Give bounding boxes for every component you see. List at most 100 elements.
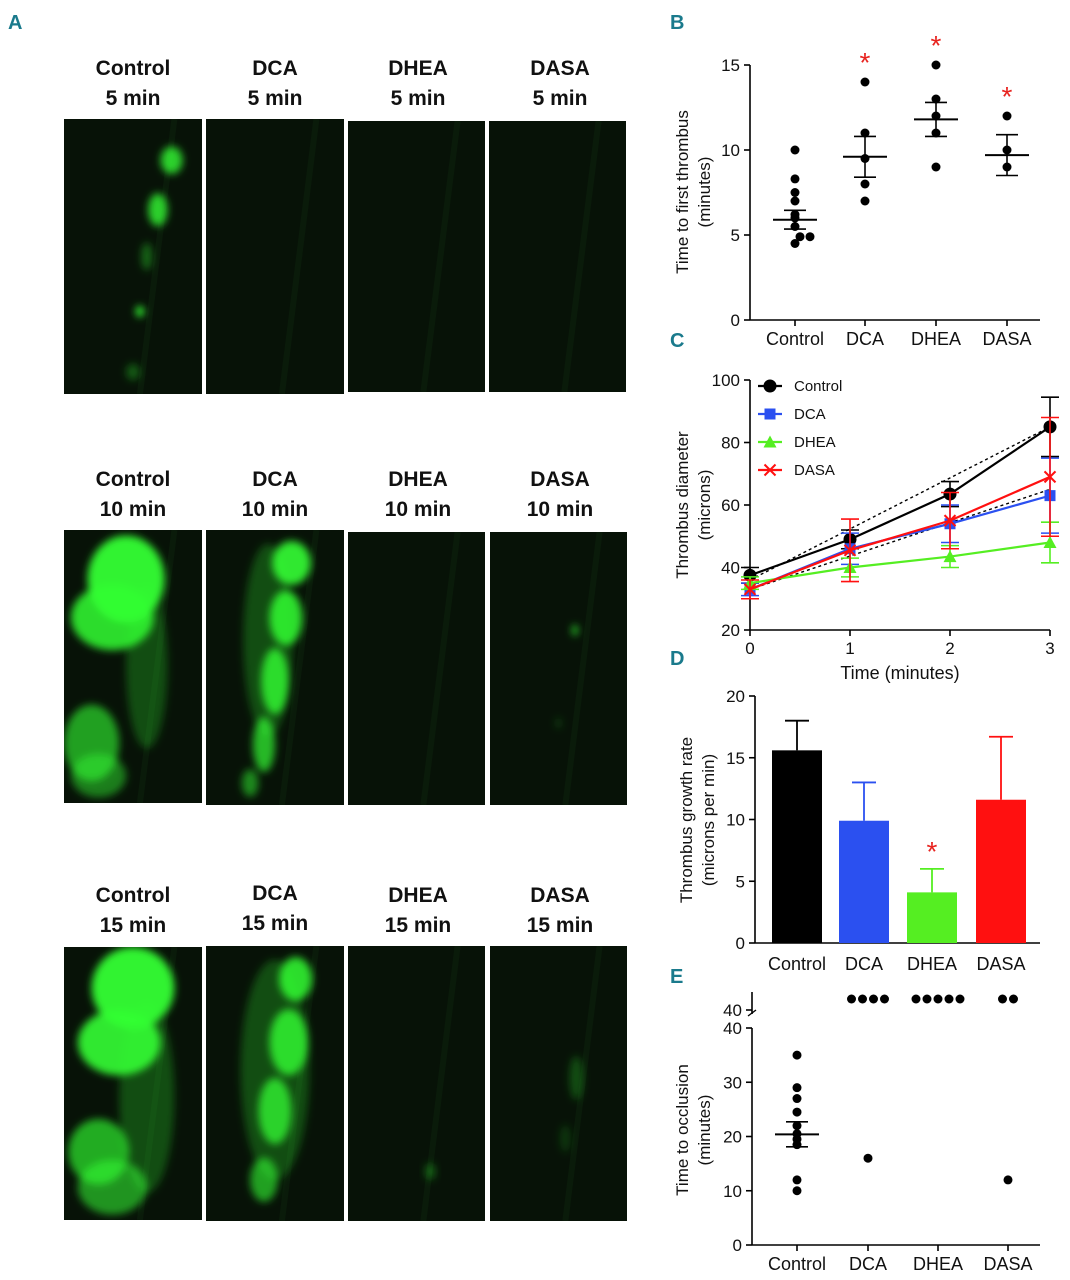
x-tick-label: DCA	[845, 954, 883, 974]
data-point	[792, 1083, 802, 1093]
micrograph-canvas	[64, 530, 202, 803]
vessel-streak	[420, 532, 461, 805]
significance-star: *	[927, 836, 938, 867]
micrograph-label-group: DHEA	[388, 468, 448, 491]
fluorescent-thrombus	[119, 1001, 175, 1193]
micrograph-label-time: 10 min	[526, 498, 594, 521]
micrograph-label-time: 5 min	[247, 87, 303, 110]
micrograph-image	[489, 121, 626, 392]
fluorescent-thrombus	[126, 363, 140, 381]
micrograph-background	[348, 946, 485, 1221]
data-point	[931, 94, 941, 104]
bar	[839, 820, 889, 943]
micrograph-image	[64, 119, 202, 394]
micrograph-label: DCA 15 min	[205, 879, 345, 939]
micrograph-label: DHEA 5 min	[348, 54, 488, 114]
panel-letter-c: C	[670, 330, 685, 352]
micrograph-canvas	[348, 532, 485, 805]
y-axis-label: Time to occlusion	[673, 1064, 692, 1196]
fluorescence-group	[424, 1163, 436, 1180]
x-axis-label: Time (minutes)	[840, 663, 959, 683]
micrograph-label-group: DCA	[252, 57, 298, 80]
marker-triangle	[943, 550, 957, 563]
series-line	[749, 475, 1051, 591]
axis-break-mark	[747, 1009, 757, 1017]
x-tick-label: DCA	[846, 329, 884, 349]
x-tick-label: 2	[945, 639, 954, 658]
micrograph-canvas	[348, 121, 485, 392]
micrograph-label-time: 10 min	[384, 498, 452, 521]
series-dhea	[741, 521, 1059, 591]
marker-x	[843, 544, 857, 557]
fluorescent-thrombus	[569, 1056, 584, 1100]
series-line	[749, 425, 1051, 577]
micrograph-background	[490, 532, 627, 805]
micrograph-image	[206, 119, 344, 394]
y-tick-label: 30	[723, 1073, 742, 1092]
fluorescent-thrombus	[240, 959, 310, 1180]
micrograph-background	[490, 946, 627, 1221]
micrograph-canvas	[64, 119, 202, 394]
series-control	[741, 396, 1059, 584]
fluorescent-thrombus	[148, 193, 168, 227]
legend-label: DASA	[794, 462, 835, 479]
panel-letter-e: E	[670, 966, 684, 988]
not-occluded-point	[911, 994, 921, 1004]
data-point	[790, 188, 800, 197]
not-occluded-point	[869, 994, 878, 1004]
marker-circle	[763, 379, 777, 393]
significance-star: *	[860, 47, 871, 78]
x-tick-label: DHEA	[913, 1254, 963, 1274]
fluorescence-group	[559, 1056, 584, 1153]
legend-label: Control	[794, 378, 842, 395]
significance-star: *	[1002, 81, 1013, 112]
micrograph-label: DASA 15 min	[490, 881, 630, 941]
y-tick-label: 40	[723, 1019, 742, 1038]
y-axis-label: (microns)	[695, 470, 714, 541]
x-tick-label: DHEA	[911, 329, 961, 349]
chart-b: 0 5 10 15 Time to first thrombus (minutes) Con…	[673, 30, 1040, 349]
x-tick-label: DASA	[976, 954, 1025, 974]
not-occluded-point	[1009, 994, 1018, 1004]
fluorescent-thrombus	[141, 242, 153, 271]
data-point	[860, 196, 870, 206]
fluorescence-group	[240, 957, 313, 1202]
micrograph-image	[490, 532, 627, 805]
micrograph-image	[490, 946, 627, 1221]
micrograph-canvas	[490, 532, 627, 805]
bar	[907, 892, 957, 943]
fluorescence-group	[555, 624, 578, 729]
chart-d: 0 5 10 15 20 Thrombus growth rate (microns per…	[677, 687, 1040, 974]
micrograph-background	[489, 121, 626, 392]
y-tick-label: 10	[726, 811, 745, 830]
micrograph-background	[348, 121, 485, 392]
y-tick-label: 40	[721, 559, 740, 578]
micrograph-image	[348, 946, 485, 1221]
y-axis-label: Time to first thrombus	[673, 110, 692, 274]
y-tick-label: 80	[721, 434, 740, 453]
micrograph-image	[348, 532, 485, 805]
y-tick-label: 20	[723, 1128, 742, 1147]
micrograph-label-time: 5 min	[390, 87, 446, 110]
fluorescent-thrombus	[243, 543, 293, 737]
data-point	[1003, 1175, 1013, 1185]
not-occluded-point	[922, 994, 932, 1004]
panel-letter-d: D	[670, 648, 685, 670]
series-line	[749, 541, 1051, 585]
data-point	[931, 162, 941, 172]
not-occluded-point	[847, 994, 856, 1004]
data-point	[790, 196, 800, 206]
fluorescent-thrombus	[160, 146, 183, 174]
micrograph-label: DASA 10 min	[490, 465, 630, 525]
micrograph-label-time: 15 min	[99, 914, 167, 937]
micrograph-label-group: DASA	[530, 884, 590, 907]
y-tick-label: 5	[736, 872, 745, 891]
micrograph-label: DCA 10 min	[205, 465, 345, 525]
y-tick-label: 0	[733, 1236, 742, 1255]
y-tick-label: 5	[731, 226, 740, 245]
vessel-streak	[562, 532, 603, 805]
trend-line	[749, 488, 1051, 591]
data-point	[795, 232, 805, 242]
y-axis-label: (minutes)	[695, 1095, 714, 1166]
y-tick-label: 100	[712, 371, 740, 390]
